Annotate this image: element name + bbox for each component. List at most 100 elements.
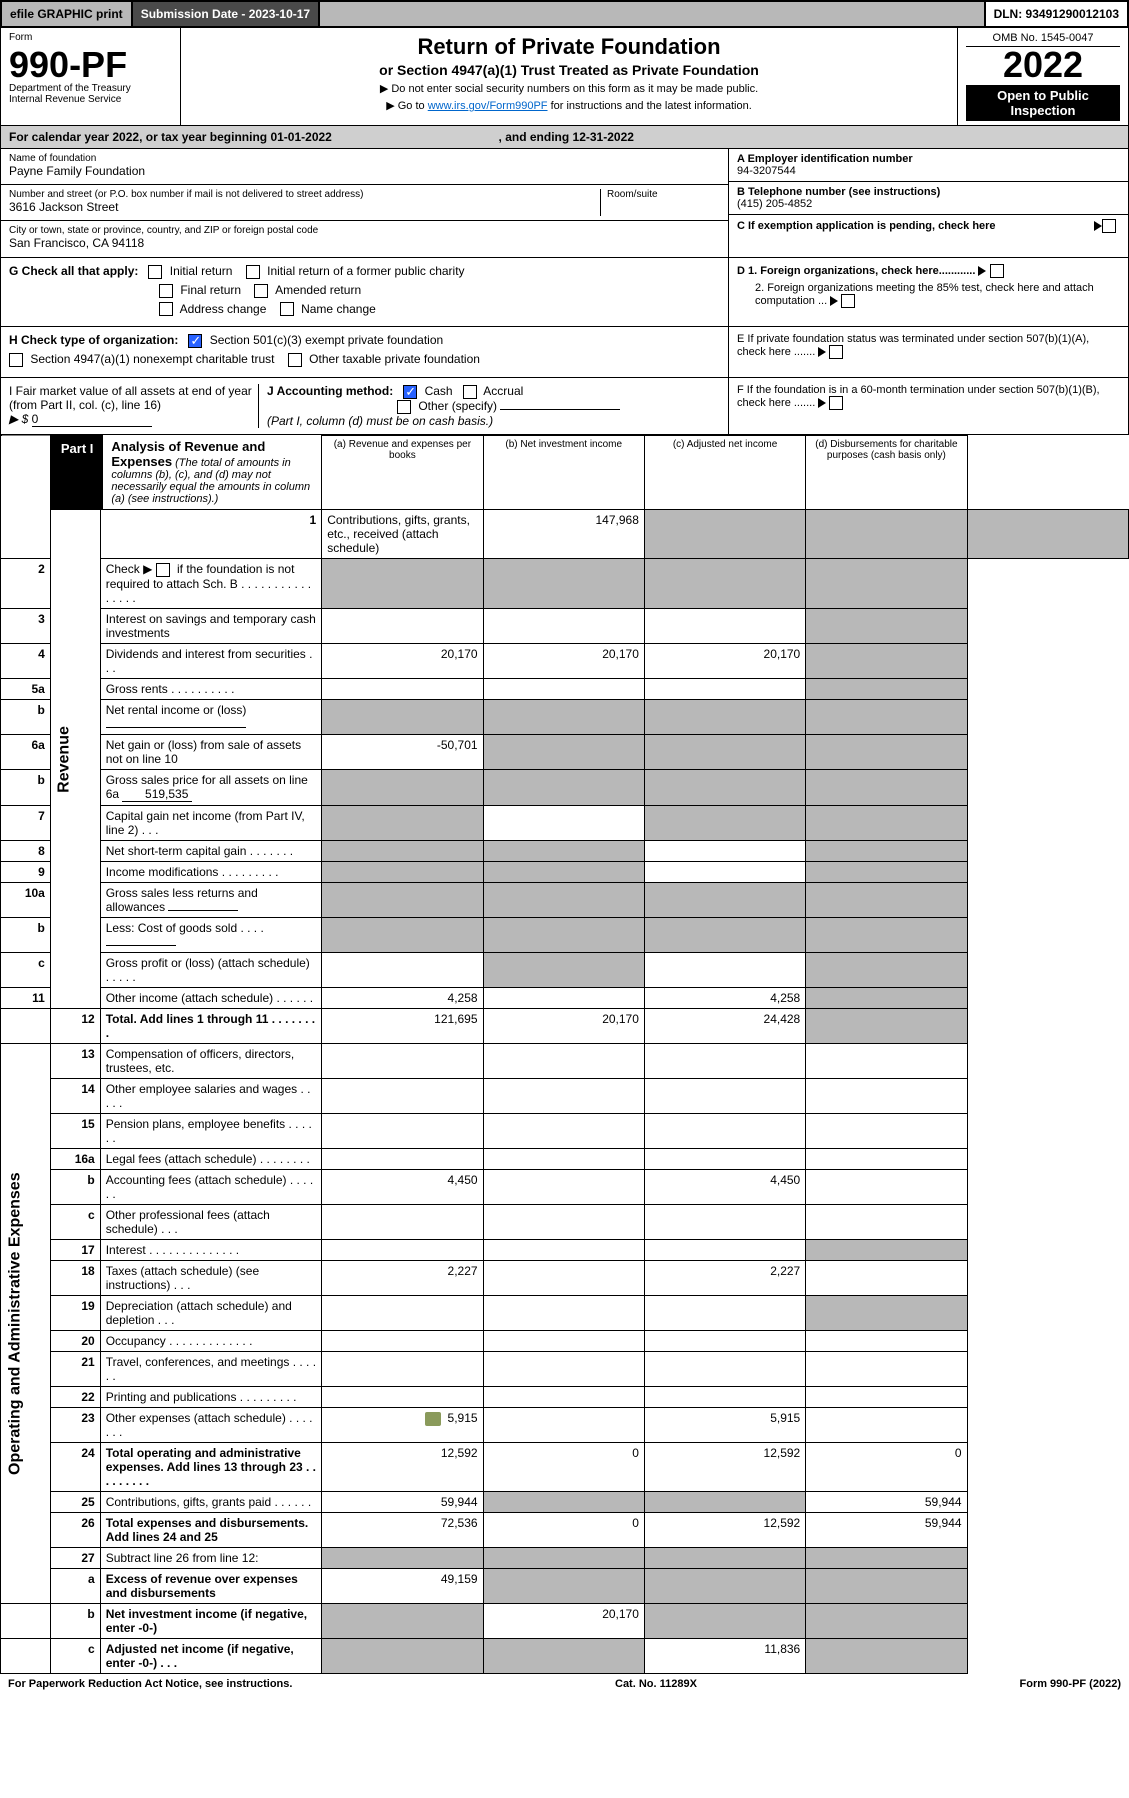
table-row: 10a Gross sales less returns and allowan… bbox=[1, 883, 1129, 918]
exemption-pending-row: C If exemption application is pending, c… bbox=[729, 215, 1128, 237]
j-cash: Cash bbox=[425, 384, 453, 398]
table-row: 26 Total expenses and disbursements. Add… bbox=[1, 1513, 1129, 1548]
j-other-checkbox[interactable] bbox=[397, 400, 411, 414]
table-row: 18 Taxes (attach schedule) (see instruct… bbox=[1, 1261, 1129, 1296]
r2-pre: Check ▶ bbox=[106, 562, 156, 576]
h-4947-checkbox[interactable] bbox=[9, 353, 23, 367]
j-accrual-checkbox[interactable] bbox=[463, 385, 477, 399]
g-row2: Final return Amended return bbox=[9, 283, 720, 298]
footer-catno: Cat. No. 11289X bbox=[615, 1678, 697, 1690]
e-checkbox[interactable] bbox=[829, 345, 843, 359]
table-row: 19Depreciation (attach schedule) and dep… bbox=[1, 1296, 1129, 1331]
g-row3: Address change Name change bbox=[9, 302, 720, 317]
submission-date: Submission Date - 2023-10-17 bbox=[133, 2, 320, 26]
attachment-icon[interactable] bbox=[425, 1412, 441, 1426]
f-checkbox[interactable] bbox=[829, 396, 843, 410]
part1-table: Part I Analysis of Revenue and Expenses … bbox=[0, 435, 1129, 1674]
footer-formref: Form 990-PF (2022) bbox=[1020, 1678, 1121, 1690]
j-cash-checkbox[interactable] bbox=[403, 385, 417, 399]
tax-year: 2022 bbox=[966, 47, 1120, 83]
instr-noss: ▶ Do not enter social security numbers o… bbox=[187, 82, 951, 95]
table-row: 2 Check ▶ if the foundation is not requi… bbox=[1, 559, 1129, 609]
dln-label: DLN: 93491290012103 bbox=[986, 2, 1127, 26]
i-amt-label: ▶ $ bbox=[9, 412, 28, 426]
foundation-name-row: Name of foundation Payne Family Foundati… bbox=[1, 149, 728, 185]
table-row: a Excess of revenue over expenses and di… bbox=[1, 1569, 1129, 1604]
g-final-return-checkbox[interactable] bbox=[159, 284, 173, 298]
g-name-change-checkbox[interactable] bbox=[280, 302, 294, 316]
f-row: F If the foundation is in a 60-month ter… bbox=[728, 378, 1128, 434]
top-spacer bbox=[320, 2, 985, 26]
city-row: City or town, state or province, country… bbox=[1, 221, 728, 257]
g-amended-checkbox[interactable] bbox=[254, 284, 268, 298]
table-row: 14Other employee salaries and wages . . … bbox=[1, 1079, 1129, 1114]
table-row: 23 Other expenses (attach schedule) . . … bbox=[1, 1408, 1129, 1443]
form-id-block: Form 990-PF Department of the Treasury I… bbox=[1, 28, 181, 125]
cal-mid: , and ending bbox=[499, 130, 573, 144]
footer-left: For Paperwork Reduction Act Notice, see … bbox=[8, 1678, 292, 1690]
phone-value: (415) 205-4852 bbox=[737, 198, 1120, 210]
j-accrual: Accrual bbox=[483, 384, 523, 398]
table-row: 20Occupancy . . . . . . . . . . . . . bbox=[1, 1331, 1129, 1352]
form990pf-link[interactable]: www.irs.gov/Form990PF bbox=[428, 100, 548, 112]
table-row: 3 Interest on savings and temporary cash… bbox=[1, 609, 1129, 644]
section-i-j-f: I Fair market value of all assets at end… bbox=[0, 378, 1129, 435]
cell-c bbox=[806, 510, 967, 559]
h-row1: H Check type of organization: Section 50… bbox=[9, 333, 720, 348]
line-desc: Check ▶ if the foundation is not require… bbox=[100, 559, 321, 609]
line6b-inline: 519,535 bbox=[122, 787, 192, 802]
cal-begin: 01-01-2022 bbox=[270, 130, 331, 144]
g-initial-return: Initial return bbox=[170, 264, 233, 278]
h-other-taxable-checkbox[interactable] bbox=[288, 353, 302, 367]
ein-value: 94-3207544 bbox=[737, 165, 1120, 177]
ein-label: A Employer identification number bbox=[737, 153, 1120, 165]
line-num: 2 bbox=[1, 559, 51, 609]
cell-d bbox=[967, 510, 1128, 559]
table-row: b Accounting fees (attach schedule) . . … bbox=[1, 1170, 1129, 1205]
arrow-icon bbox=[1094, 221, 1102, 231]
g-initial-former-checkbox[interactable] bbox=[246, 265, 260, 279]
col-b-header: (b) Net investment income bbox=[483, 435, 644, 510]
table-row: b Gross sales price for all assets on li… bbox=[1, 770, 1129, 806]
table-row: cOther professional fees (attach schedul… bbox=[1, 1205, 1129, 1240]
exemption-pending-checkbox[interactable] bbox=[1102, 219, 1116, 233]
foundation-name-label: Name of foundation bbox=[9, 153, 720, 164]
table-row: 11 Other income (attach schedule) . . . … bbox=[1, 988, 1129, 1009]
arrow-icon bbox=[978, 266, 986, 276]
g-address-change-checkbox[interactable] bbox=[159, 302, 173, 316]
i-label: I Fair market value of all assets at end… bbox=[9, 384, 252, 412]
part1-tag: Part I bbox=[51, 435, 104, 509]
phone-label: B Telephone number (see instructions) bbox=[737, 186, 1120, 198]
table-row: 24 Total operating and administrative ex… bbox=[1, 1443, 1129, 1492]
form-title-block: Return of Private Foundation or Section … bbox=[181, 28, 958, 125]
section-h-e: H Check type of organization: Section 50… bbox=[0, 327, 1129, 378]
address-row: Number and street (or P.O. box number if… bbox=[1, 185, 728, 221]
instr-goto: ▶ Go to www.irs.gov/Form990PF for instru… bbox=[187, 99, 951, 112]
table-row: 25 Contributions, gifts, grants paid . .… bbox=[1, 1492, 1129, 1513]
i-block: I Fair market value of all assets at end… bbox=[9, 384, 259, 428]
cal-pre: For calendar year 2022, or tax year begi… bbox=[9, 130, 270, 144]
table-row: c Gross profit or (loss) (attach schedul… bbox=[1, 953, 1129, 988]
table-row: 4 Dividends and interest from securities… bbox=[1, 644, 1129, 679]
d2-checkbox[interactable] bbox=[841, 294, 855, 308]
efile-print-label[interactable]: efile GRAPHIC print bbox=[2, 2, 133, 26]
h-label: H Check type of organization: bbox=[9, 333, 178, 347]
j-label: J Accounting method: bbox=[267, 384, 393, 398]
table-row: b Net investment income (if negative, en… bbox=[1, 1604, 1129, 1639]
foundation-name: Payne Family Foundation bbox=[9, 164, 720, 178]
city-value: San Francisco, CA 94118 bbox=[9, 236, 720, 250]
cell-a: 147,968 bbox=[483, 510, 644, 559]
section-g-d: G Check all that apply: Initial return I… bbox=[0, 258, 1129, 327]
d2-row: 2. Foreign organizations meeting the 85%… bbox=[737, 282, 1120, 308]
instr-goto-post: for instructions and the latest informat… bbox=[551, 100, 752, 112]
sch-b-checkbox[interactable] bbox=[156, 563, 170, 577]
g-initial-return-checkbox[interactable] bbox=[148, 265, 162, 279]
d1-checkbox[interactable] bbox=[990, 264, 1004, 278]
col-d-header: (d) Disbursements for charitable purpose… bbox=[806, 435, 967, 510]
top-bar: efile GRAPHIC print Submission Date - 20… bbox=[0, 0, 1129, 28]
table-row: 15Pension plans, employee benefits . . .… bbox=[1, 1114, 1129, 1149]
entity-info: Name of foundation Payne Family Foundati… bbox=[0, 149, 1129, 258]
table-row: 12 Total. Add lines 1 through 11 . . . .… bbox=[1, 1009, 1129, 1044]
h-501c3-checkbox[interactable] bbox=[188, 334, 202, 348]
table-row: c Adjusted net income (if negative, ente… bbox=[1, 1639, 1129, 1674]
